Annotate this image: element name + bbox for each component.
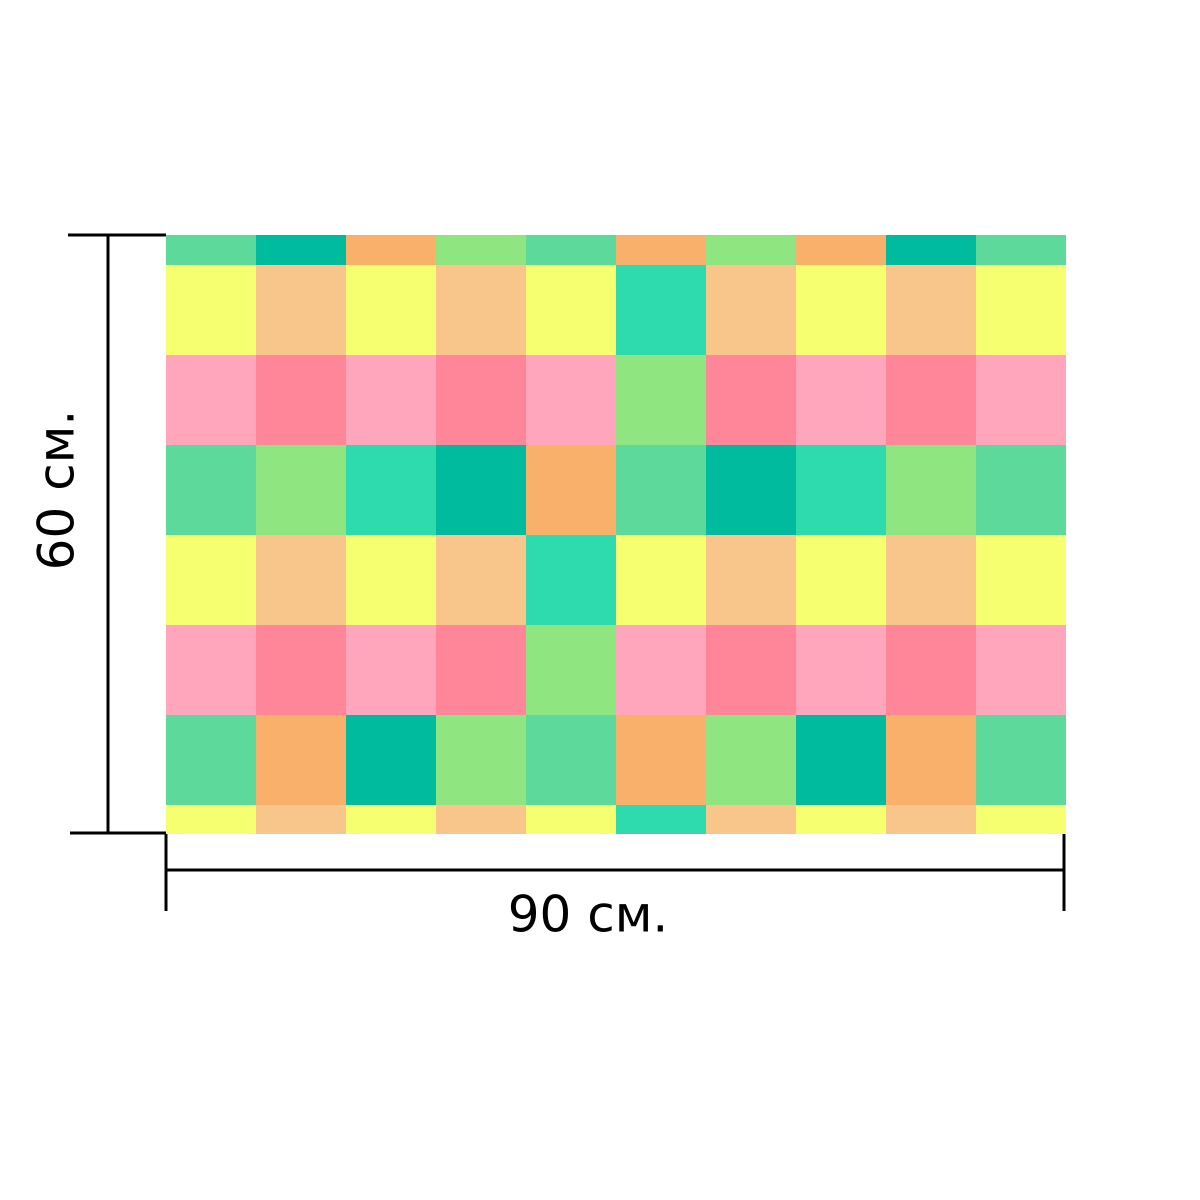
tile (256, 805, 346, 834)
tile (976, 625, 1066, 715)
tile (166, 625, 256, 715)
tile (616, 805, 706, 834)
tile (796, 535, 886, 625)
tile (886, 445, 976, 535)
tile (346, 625, 436, 715)
tile (616, 265, 706, 355)
tile (796, 625, 886, 715)
tile (166, 715, 256, 805)
tile (526, 625, 616, 715)
tile (976, 445, 1066, 535)
tile (976, 715, 1066, 805)
tile (166, 355, 256, 445)
tile (436, 445, 526, 535)
tile-pattern (166, 235, 1066, 834)
tile (346, 235, 436, 265)
tile (616, 445, 706, 535)
tile (886, 715, 976, 805)
tile (886, 535, 976, 625)
tile (256, 265, 346, 355)
tile (166, 235, 256, 265)
tile (796, 805, 886, 834)
tile (706, 535, 796, 625)
tile (346, 535, 436, 625)
tile (166, 535, 256, 625)
tile (436, 805, 526, 834)
tile (616, 355, 706, 445)
tile (436, 265, 526, 355)
tile (796, 235, 886, 265)
tile (706, 265, 796, 355)
tile (436, 235, 526, 265)
tile (526, 355, 616, 445)
tile (886, 625, 976, 715)
tile (256, 625, 346, 715)
tile (346, 445, 436, 535)
tile (706, 355, 796, 445)
tile (256, 445, 346, 535)
tile (346, 355, 436, 445)
tile (526, 235, 616, 265)
width-label: 90 см. (508, 886, 669, 944)
tile (976, 535, 1066, 625)
tile (886, 355, 976, 445)
tile (796, 355, 886, 445)
tile (886, 235, 976, 265)
tile (256, 715, 346, 805)
tile (346, 265, 436, 355)
tile (616, 715, 706, 805)
tile (706, 235, 796, 265)
tile (256, 535, 346, 625)
tile (976, 805, 1066, 834)
tile (526, 805, 616, 834)
tile (796, 715, 886, 805)
tile (436, 625, 526, 715)
tile (796, 445, 886, 535)
tile (346, 715, 436, 805)
tile (976, 265, 1066, 355)
tile (886, 265, 976, 355)
tile (526, 535, 616, 625)
tile (256, 355, 346, 445)
tile (706, 715, 796, 805)
tile (526, 265, 616, 355)
tile (436, 535, 526, 625)
tile (166, 805, 256, 834)
tile (256, 235, 346, 265)
tile (616, 235, 706, 265)
tile (436, 715, 526, 805)
tile (616, 625, 706, 715)
height-label: 60 см. (28, 410, 86, 571)
tile (796, 265, 886, 355)
tile (886, 805, 976, 834)
tile (166, 265, 256, 355)
tile (976, 235, 1066, 265)
tile (706, 805, 796, 834)
tile (346, 805, 436, 834)
tile (976, 355, 1066, 445)
tile (526, 715, 616, 805)
tile (706, 625, 796, 715)
tile (166, 445, 256, 535)
tile (706, 445, 796, 535)
tile (436, 355, 526, 445)
tile (616, 535, 706, 625)
tile (526, 445, 616, 535)
